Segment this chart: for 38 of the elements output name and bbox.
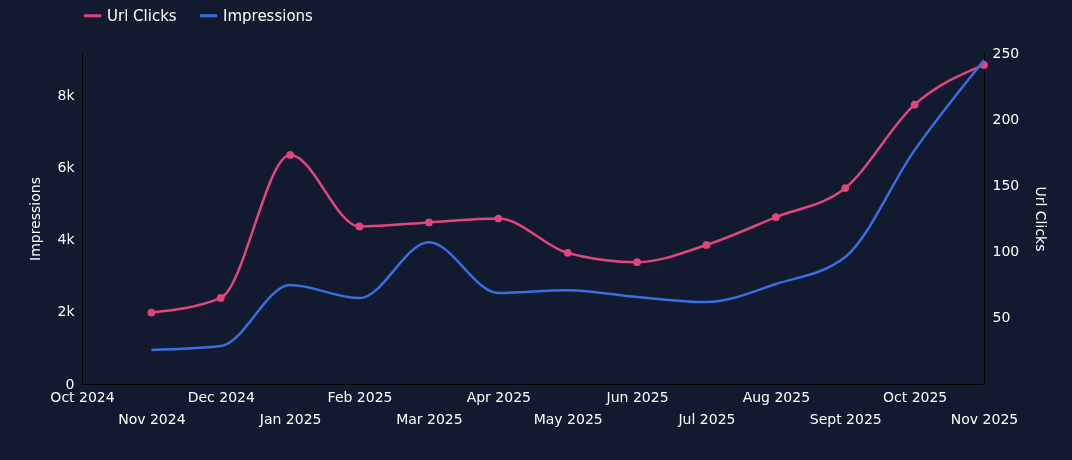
x-tick-label: Nov 2024 (118, 410, 186, 427)
point (702, 241, 711, 249)
legend-label: Impressions (223, 6, 314, 25)
point (841, 184, 850, 192)
y-tick-label: 4k (57, 231, 76, 248)
y2-tick-label: 200 (992, 110, 1020, 127)
point (425, 218, 433, 227)
y-axis-title: Impressions (27, 177, 44, 261)
point (286, 151, 295, 159)
point (910, 100, 919, 109)
point (771, 213, 780, 222)
x-tick-label: Oct 2025 (882, 388, 948, 405)
point (147, 308, 156, 317)
x-tick-label: Jul 2025 (677, 410, 736, 427)
x-tick-label: Dec 2024 (187, 388, 255, 405)
x-tick-label: Aug 2025 (742, 388, 811, 405)
x-tick-label: Nov 2025 (950, 410, 1019, 427)
x-tick-label: Apr 2025 (466, 388, 531, 405)
point (216, 294, 225, 302)
point (494, 214, 503, 223)
y-tick-label: 6k (57, 158, 76, 175)
x-tick-label: Sept 2025 (809, 410, 882, 427)
x-tick-label: May 2025 (533, 410, 603, 427)
y2-tick-label: 250 (992, 44, 1020, 61)
point (633, 258, 641, 267)
y-tick-label: 8k (57, 86, 76, 103)
y-tick-label: 2k (57, 303, 76, 320)
y2-tick-label: 50 (992, 309, 1011, 326)
x-tick-label: Mar 2025 (396, 410, 463, 427)
legend-label: Url Clicks (107, 6, 177, 25)
x-tick-label: Jan 2025 (258, 410, 322, 427)
point (355, 222, 364, 231)
x-tick-label: Feb 2025 (327, 388, 393, 405)
x-tick-label: Jun 2025 (605, 388, 669, 405)
point (563, 249, 572, 257)
y2-tick-label: 150 (992, 176, 1020, 193)
y2-axis-title: Url Clicks (1033, 186, 1050, 252)
y2-tick-label: 100 (992, 243, 1020, 260)
